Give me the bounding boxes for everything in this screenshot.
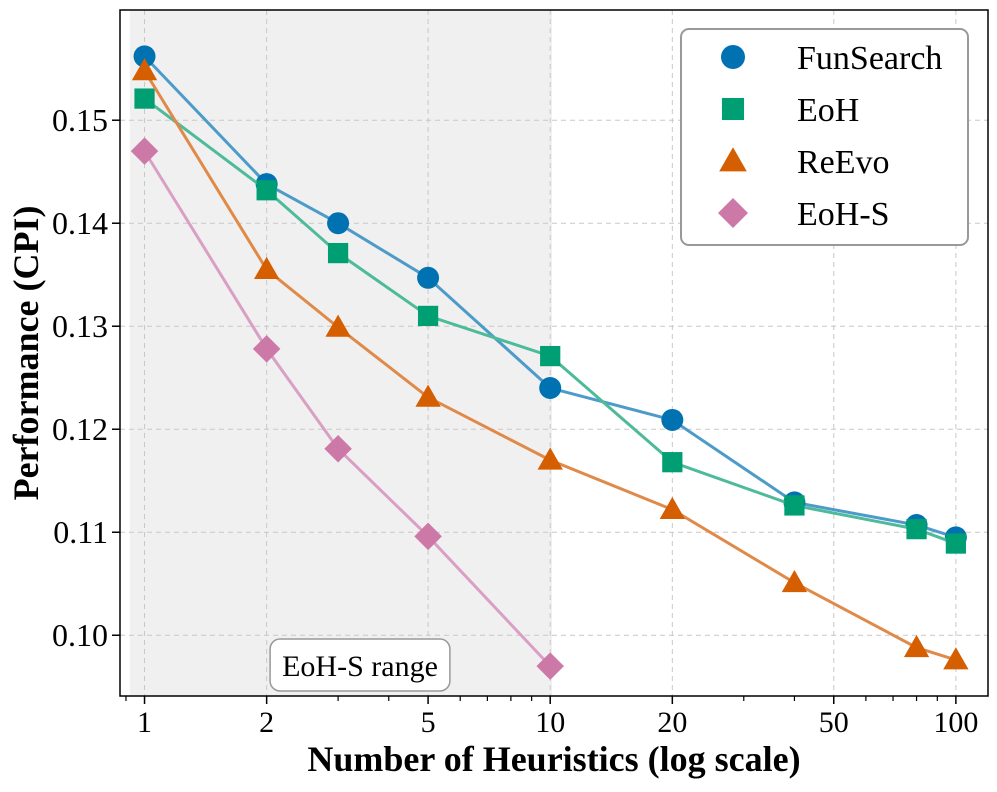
legend-label: EoH bbox=[797, 92, 859, 129]
data-point bbox=[906, 519, 927, 540]
y-axis-label: Performance (CPI) bbox=[6, 206, 46, 501]
data-point bbox=[781, 570, 808, 593]
data-point bbox=[784, 495, 805, 516]
data-point bbox=[415, 384, 441, 407]
x-tick-label: 5 bbox=[421, 706, 436, 739]
legend-item: EoH-S bbox=[718, 196, 890, 233]
legend-item: ReEvo bbox=[719, 144, 890, 181]
range-annotation: EoH-S range bbox=[269, 638, 451, 692]
series-eoh-s bbox=[130, 137, 564, 680]
series-eoh bbox=[134, 88, 966, 554]
data-point bbox=[252, 335, 281, 363]
legend: FunSearch EoH ReEvo EoH-S bbox=[680, 28, 969, 246]
data-point bbox=[662, 452, 683, 473]
data-point bbox=[417, 305, 439, 327]
legend-marker bbox=[718, 198, 748, 228]
data-point bbox=[536, 652, 564, 680]
x-tick-label: 100 bbox=[933, 706, 978, 739]
data-point bbox=[537, 447, 563, 470]
series-reevo bbox=[131, 58, 969, 670]
x-tick-label: 50 bbox=[819, 706, 849, 739]
plot-frame bbox=[119, 9, 989, 697]
data-point bbox=[324, 435, 352, 463]
axis-ticks: 1 2 5 10 20 50 100 0.10 0.11 0.12 0.13 0.14 0.15 bbox=[52, 102, 978, 739]
data-point bbox=[130, 137, 159, 165]
y-tick-label: 0.11 bbox=[53, 514, 108, 550]
range-annotation-label: EoH-S range bbox=[282, 650, 438, 683]
data-point bbox=[539, 377, 562, 400]
legend-marker bbox=[721, 97, 745, 121]
y-tick-label: 0.15 bbox=[52, 102, 108, 138]
data-point bbox=[417, 266, 440, 289]
legend-item: FunSearch bbox=[721, 40, 942, 77]
data-point bbox=[661, 408, 684, 431]
data-point bbox=[540, 345, 561, 367]
data-point bbox=[943, 647, 969, 670]
y-tick-label: 0.10 bbox=[52, 617, 108, 653]
data-point bbox=[256, 180, 277, 201]
data-point bbox=[134, 88, 155, 109]
data-point bbox=[254, 256, 280, 280]
x-tick-label: 20 bbox=[657, 706, 687, 739]
legend-box bbox=[680, 28, 969, 246]
series-layer bbox=[130, 45, 969, 680]
data-point bbox=[327, 212, 350, 235]
range-annotation-box bbox=[269, 638, 451, 692]
data-point bbox=[414, 522, 442, 551]
data-point bbox=[325, 314, 351, 337]
data-point bbox=[133, 45, 156, 68]
x-tick-label: 2 bbox=[259, 706, 274, 739]
x-tick-label: 1 bbox=[137, 706, 152, 739]
x-tick-label: 10 bbox=[535, 706, 565, 739]
legend-marker bbox=[721, 45, 745, 69]
legend-label: ReEvo bbox=[797, 144, 890, 181]
legend-label: FunSearch bbox=[797, 40, 942, 77]
legend-marker bbox=[719, 147, 747, 172]
data-point bbox=[945, 533, 966, 554]
data-point bbox=[903, 634, 930, 658]
y-tick-label: 0.13 bbox=[52, 308, 108, 344]
y-tick-label: 0.12 bbox=[52, 411, 108, 447]
shaded-region bbox=[129, 10, 552, 696]
y-tick-label: 0.14 bbox=[52, 205, 108, 241]
legend-item: EoH bbox=[721, 92, 859, 129]
data-point bbox=[131, 58, 158, 81]
x-axis-label: Number of Heuristics (log scale) bbox=[307, 739, 800, 779]
data-point bbox=[327, 242, 349, 264]
data-point bbox=[659, 496, 685, 520]
legend-label: EoH-S bbox=[797, 196, 890, 233]
